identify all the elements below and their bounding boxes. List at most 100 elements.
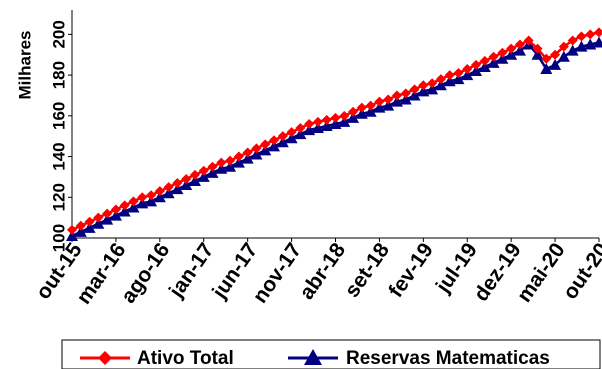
data-point-diamond xyxy=(541,53,552,64)
data-point-triangle xyxy=(338,115,351,127)
data-point-triangle xyxy=(171,183,184,195)
data-point-diamond xyxy=(110,204,121,215)
data-point-triangle xyxy=(478,60,491,72)
x-tick-label: out-20 xyxy=(559,239,602,304)
data-point-diamond xyxy=(523,35,534,46)
data-point-diamond xyxy=(356,102,367,113)
data-point-triangle xyxy=(505,48,518,60)
data-point-diamond xyxy=(400,88,411,99)
data-point-diamond xyxy=(128,196,139,207)
data-point-diamond xyxy=(418,80,429,91)
data-point-triangle xyxy=(540,62,553,74)
data-point-triangle xyxy=(470,65,483,77)
data-point-triangle xyxy=(531,48,544,60)
data-point-triangle xyxy=(180,179,193,191)
y-tick-label: 200 xyxy=(49,20,68,48)
data-point-diamond xyxy=(462,63,473,74)
data-point-triangle xyxy=(364,105,377,117)
data-point-triangle xyxy=(408,89,421,101)
data-point-triangle xyxy=(496,52,509,64)
data-point-diamond xyxy=(312,116,323,127)
data-point-triangle xyxy=(487,56,500,68)
data-point-triangle xyxy=(584,38,597,50)
data-point-diamond xyxy=(277,131,288,142)
data-point-diamond xyxy=(365,100,376,111)
data-point-diamond xyxy=(409,84,420,95)
data-point-diamond xyxy=(251,143,262,154)
data-point-triangle xyxy=(197,170,210,182)
data-point-triangle xyxy=(557,50,570,62)
data-point-diamond xyxy=(269,135,280,146)
data-point-diamond xyxy=(330,112,341,123)
data-point-triangle xyxy=(452,73,465,85)
data-point-triangle xyxy=(127,201,140,213)
data-point-diamond xyxy=(506,43,517,54)
data-point-diamond xyxy=(550,49,561,60)
data-point-triangle xyxy=(426,83,439,95)
data-point-triangle xyxy=(434,79,447,91)
data-point-diamond xyxy=(558,41,569,52)
data-point-diamond xyxy=(488,51,499,62)
x-tick-label: abr-18 xyxy=(295,239,350,304)
data-point-triangle xyxy=(118,205,131,217)
data-point-diamond xyxy=(348,106,359,117)
data-point-triangle xyxy=(373,101,386,113)
data-point-triangle xyxy=(153,191,166,203)
y-tick-label: 160 xyxy=(49,102,68,130)
data-point-diamond xyxy=(514,39,525,50)
y-tick-label: 180 xyxy=(49,61,68,89)
data-point-triangle xyxy=(294,128,307,140)
legend-marker-triangle xyxy=(304,349,322,365)
y-tick-label: 100 xyxy=(49,224,68,252)
data-point-diamond xyxy=(242,147,253,158)
data-point-diamond xyxy=(84,216,95,227)
data-point-diamond xyxy=(146,190,157,201)
data-point-diamond xyxy=(102,208,113,219)
data-point-triangle xyxy=(241,152,254,164)
data-point-diamond xyxy=(172,178,183,189)
data-point-triangle xyxy=(513,44,526,56)
data-point-triangle xyxy=(74,225,87,237)
data-point-diamond xyxy=(427,78,438,89)
data-point-diamond xyxy=(137,192,148,203)
y-axis-title: Milhares xyxy=(15,31,34,100)
data-point-triangle xyxy=(461,69,474,81)
data-point-triangle xyxy=(136,197,149,209)
data-point-diamond xyxy=(435,74,446,85)
data-point-diamond xyxy=(189,169,200,180)
data-point-triangle xyxy=(109,209,122,221)
data-point-triangle xyxy=(66,229,78,241)
data-point-triangle xyxy=(566,44,579,56)
data-point-triangle xyxy=(83,221,96,233)
data-point-triangle xyxy=(276,136,289,148)
data-point-diamond xyxy=(383,94,394,105)
data-point-diamond xyxy=(216,157,227,168)
data-point-diamond xyxy=(225,155,236,166)
data-point-diamond xyxy=(260,139,271,150)
data-point-diamond xyxy=(391,90,402,101)
y-tick-label: 120 xyxy=(49,183,68,211)
data-point-triangle xyxy=(443,75,456,87)
series-reservas-matematicas xyxy=(66,36,602,241)
legend: Ativo Total Reservas Matematicas xyxy=(61,339,601,369)
data-point-diamond xyxy=(154,186,165,197)
data-point-triangle xyxy=(268,140,281,152)
data-point-diamond xyxy=(444,70,455,81)
legend-marker-diamond xyxy=(98,351,112,365)
data-point-triangle xyxy=(575,40,588,52)
data-point-triangle xyxy=(259,144,272,156)
data-point-triangle xyxy=(399,93,412,105)
data-point-triangle xyxy=(320,120,333,131)
data-point-triangle xyxy=(347,111,360,123)
data-point-diamond xyxy=(93,212,104,223)
data-point-triangle xyxy=(215,162,228,174)
data-point-triangle xyxy=(417,85,430,97)
data-point-diamond xyxy=(453,68,464,79)
data-point-diamond xyxy=(339,110,350,121)
data-point-diamond xyxy=(585,29,596,40)
data-point-triangle xyxy=(101,213,114,225)
data-point-diamond xyxy=(567,35,578,46)
data-point-triangle xyxy=(232,156,245,168)
data-point-triangle xyxy=(145,195,158,207)
